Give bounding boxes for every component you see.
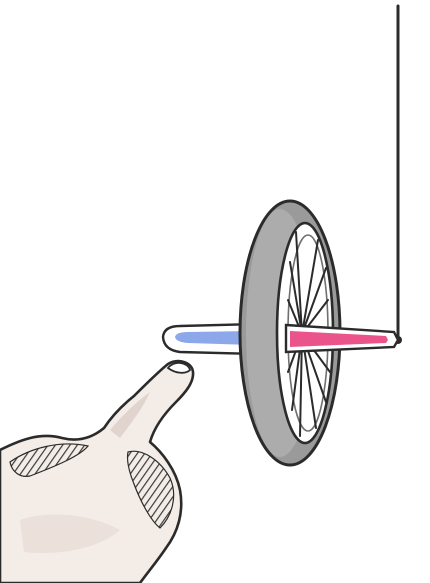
axle	[161, 322, 260, 356]
finger	[0, 359, 195, 583]
palm-shade	[20, 514, 120, 554]
axle-pink-stripe	[290, 331, 388, 347]
fingernail	[166, 362, 191, 374]
finger-shade	[110, 392, 150, 438]
axle-blue-stripe	[175, 331, 252, 345]
knuckle-hatch-top	[9, 443, 90, 477]
axle-right	[284, 323, 400, 354]
knuckle-hatch-side	[126, 450, 175, 529]
